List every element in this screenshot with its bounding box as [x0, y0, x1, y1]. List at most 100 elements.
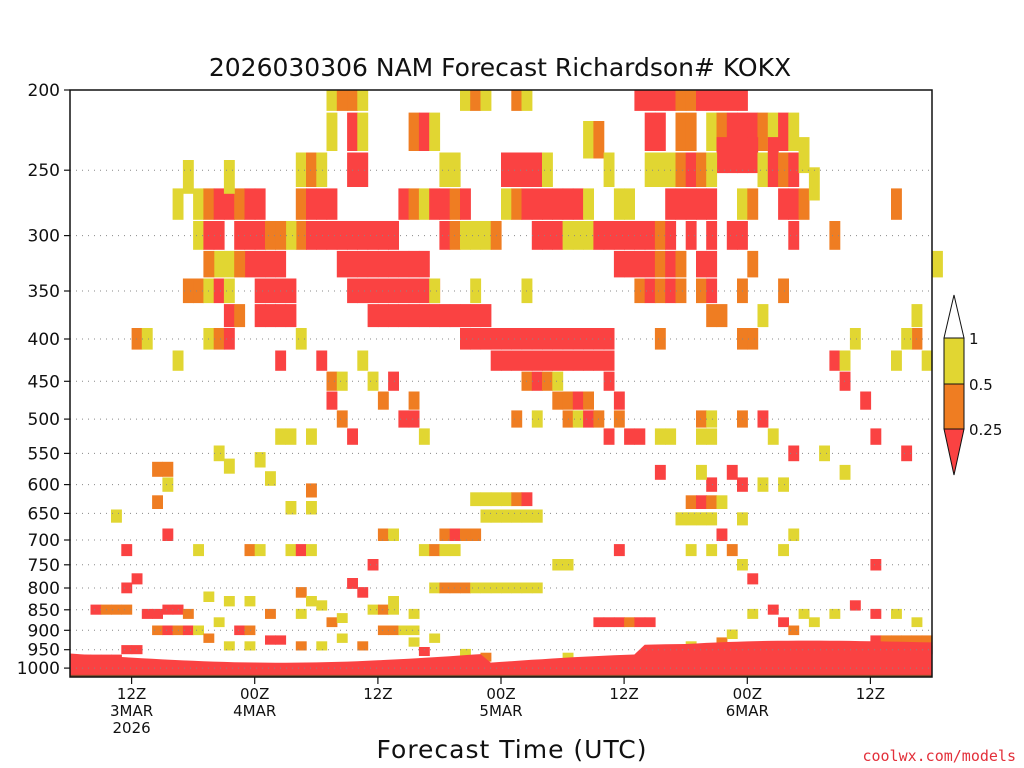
heat-cell-140 — [542, 350, 553, 371]
heat-cell-311 — [696, 512, 707, 526]
y-tick-label-1000: 1000 — [17, 659, 60, 679]
heat-cell-125 — [511, 328, 523, 350]
heat-cell-287 — [501, 492, 512, 507]
heat-cell-265 — [634, 428, 646, 445]
heat-cell-302 — [439, 544, 451, 557]
heat-cell-309 — [675, 512, 687, 526]
y-tick-label-200: 200 — [28, 81, 60, 101]
y-tick-label-500: 500 — [28, 410, 60, 430]
heat-cell-154 — [439, 221, 451, 250]
heat-cell-327 — [603, 617, 615, 628]
heat-cell-sparse-139 — [911, 617, 923, 628]
credit-link[interactable]: coolwx.com/models — [862, 747, 1016, 765]
heat-cell-328 — [613, 617, 625, 628]
y-tick-label-900: 900 — [28, 621, 60, 641]
heat-cell-48 — [234, 188, 246, 220]
heat-cell-sparse-1 — [182, 160, 194, 194]
heat-cell-sparse-34 — [932, 250, 943, 278]
heat-cell-280 — [152, 461, 163, 477]
heat-cell-37 — [726, 137, 738, 174]
heat-cell-sparse-7 — [223, 250, 235, 278]
heat-cell-312 — [706, 512, 718, 526]
heat-cell-223 — [747, 250, 759, 278]
heat-cell-69 — [285, 304, 297, 328]
heat-cell-347 — [388, 604, 399, 615]
y-tick-label-400: 400 — [28, 330, 60, 350]
heat-cell-sparse-11 — [306, 152, 317, 187]
heat-cell-73 — [213, 278, 225, 304]
heat-cell-12 — [634, 90, 646, 111]
heat-cell-222 — [706, 250, 718, 278]
heat-cell-14 — [654, 90, 666, 111]
heat-cell-184 — [634, 221, 646, 250]
heat-cell-sparse-106 — [326, 617, 338, 628]
heat-cell-250 — [531, 371, 543, 391]
heat-cell-50 — [254, 188, 266, 220]
heat-cell-322 — [501, 582, 512, 594]
heat-cell-197 — [654, 278, 666, 304]
heat-cell-349 — [388, 625, 399, 636]
heat-cell-369 — [891, 635, 902, 645]
heat-cell-10 — [511, 90, 523, 111]
heat-cell-225 — [696, 278, 707, 304]
heat-cell-sparse-18 — [470, 278, 482, 304]
heat-cell-261 — [613, 410, 625, 428]
heat-cell-134 — [603, 328, 615, 350]
heat-cell-28 — [716, 112, 728, 151]
heat-cell-248 — [408, 410, 420, 428]
heat-cell-237 — [316, 350, 328, 371]
heat-cell-263 — [613, 391, 625, 410]
heat-cell-109 — [377, 304, 389, 328]
legend: 1 0.5 0.25 — [943, 294, 1002, 476]
heat-cell-199 — [675, 278, 687, 304]
heat-cell-sparse-57 — [254, 452, 266, 468]
heat-cell-22 — [737, 90, 748, 111]
heat-cell-113 — [418, 304, 430, 328]
heat-cell-203 — [696, 188, 707, 220]
heat-cell-368 — [880, 635, 892, 645]
heat-cell-29 — [726, 112, 738, 151]
heat-cell-sparse-10 — [295, 152, 307, 187]
heat-cell-sparse-90 — [788, 445, 800, 462]
heat-cell-236 — [295, 328, 307, 350]
heat-cell-sparse-91 — [819, 445, 830, 462]
heat-cell-sparse-15 — [439, 152, 451, 187]
heat-cell-118 — [470, 304, 482, 328]
heat-cell-145 — [593, 350, 605, 371]
heat-cell-289 — [521, 492, 533, 507]
heat-cell-282 — [162, 477, 174, 492]
heat-cell-188 — [613, 250, 625, 278]
heat-cell-194 — [675, 250, 687, 278]
heat-cell-sparse-38 — [849, 328, 861, 350]
heat-cell-51 — [193, 221, 204, 250]
heat-cell-89 — [388, 221, 399, 250]
heat-cell-sparse-79 — [726, 544, 738, 557]
heat-cell-67 — [265, 304, 276, 328]
heat-cell-sparse-74 — [347, 578, 358, 589]
heat-cell-210 — [757, 152, 769, 187]
heat-cell-81 — [306, 221, 317, 250]
heat-cell-316 — [439, 582, 451, 594]
heat-cell-116 — [449, 304, 461, 328]
heat-cell-209 — [706, 152, 718, 187]
heat-cell-sparse-73 — [367, 559, 379, 571]
heat-cell-sparse-8 — [234, 250, 246, 278]
heat-cell-83 — [326, 221, 338, 250]
chart-title: 2026030306 NAM Forecast Richardson# KOKX — [209, 53, 791, 82]
heat-cell-105 — [408, 278, 420, 304]
heat-cell-sparse-0 — [223, 160, 235, 194]
heat-cell-274 — [829, 350, 841, 371]
heat-cell-sparse-59 — [306, 483, 317, 498]
heat-cell-214 — [778, 188, 789, 220]
heat-cell-239 — [336, 371, 348, 391]
heat-cell-sparse-63 — [121, 544, 133, 557]
heat-cell-sparse-50 — [285, 428, 297, 445]
heat-cell-16 — [675, 90, 687, 111]
heat-cell-sparse-49 — [654, 464, 666, 480]
heat-cell-245 — [388, 371, 399, 391]
heat-cell-sparse-105 — [408, 608, 420, 619]
heat-cell-348 — [377, 625, 389, 636]
heat-cell-276 — [860, 391, 872, 410]
heat-cell-98 — [418, 250, 430, 278]
heat-cell-266 — [603, 428, 615, 445]
